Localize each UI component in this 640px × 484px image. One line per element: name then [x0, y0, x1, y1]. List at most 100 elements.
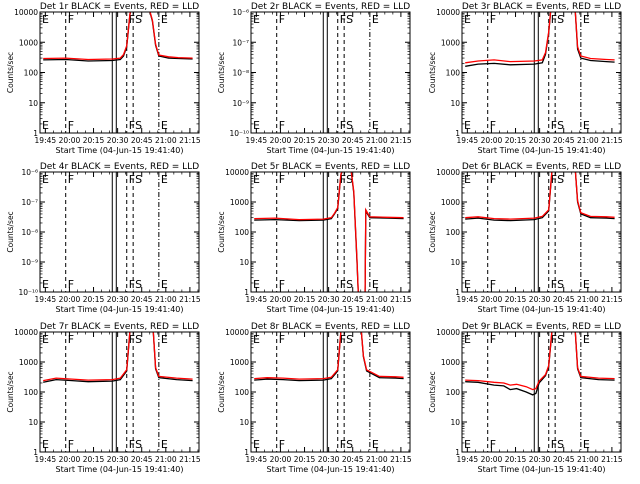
- event-marker-label-top: E: [42, 333, 49, 346]
- event-marker-label-top: E: [583, 13, 590, 26]
- x-tick-label: 20:45: [342, 136, 364, 145]
- x-tick-label: 20:15: [294, 136, 316, 145]
- event-marker-label-bottom: E: [372, 278, 379, 291]
- x-tick-label: 20:00: [481, 295, 503, 304]
- event-marker-label-bottom: S: [557, 119, 564, 132]
- event-marker-label-top: F: [340, 173, 346, 186]
- event-marker-label-top: F: [340, 333, 346, 346]
- x-tick-label: 20:15: [505, 455, 527, 464]
- y-tick-label: 10⁻⁸: [21, 228, 38, 237]
- y-tick-label: 10⁻⁷: [21, 198, 38, 207]
- event-marker-label-top: E: [42, 173, 49, 186]
- x-tick-label: 20:30: [107, 455, 129, 464]
- event-marker-label-top: E: [464, 173, 471, 186]
- event-marker-label-bottom: F: [279, 278, 285, 291]
- x-tick-label: 19:45: [457, 295, 479, 304]
- y-tick-label: 10000: [436, 8, 460, 17]
- x-tick-label: 20:30: [107, 295, 129, 304]
- event-marker-label-bottom: F: [279, 438, 285, 451]
- x-tick-label: 20:45: [553, 136, 575, 145]
- series-line: [254, 172, 404, 292]
- event-marker-label-bottom: F: [340, 278, 346, 291]
- x-tick-label: 20:30: [529, 455, 551, 464]
- y-tick-label: 100: [235, 388, 250, 397]
- y-tick-label: 1: [33, 129, 38, 138]
- x-tick-label: 21:15: [179, 136, 201, 145]
- panel-frame: [250, 171, 411, 293]
- y-tick-label: 1: [455, 448, 460, 457]
- event-marker-label-top: S: [557, 13, 564, 26]
- series-line: [465, 12, 615, 64]
- event-marker-label-bottom: F: [129, 278, 135, 291]
- panel-title: Det 2r BLACK = Events, RED = LLD: [251, 2, 410, 12]
- x-tick-label: 19:45: [35, 455, 57, 464]
- event-marker-label-top: S: [346, 173, 353, 186]
- x-tick-label: 21:15: [601, 295, 623, 304]
- event-marker-label-bottom: F: [551, 119, 557, 132]
- event-marker-label-bottom: S: [346, 119, 353, 132]
- x-tick-label: 20:15: [83, 136, 105, 145]
- x-tick-label: 20:30: [529, 295, 551, 304]
- event-marker-label-top: F: [129, 333, 135, 346]
- x-tick-label: 20:00: [59, 455, 81, 464]
- x-axis-label: Start Time (04-Jun-15 19:41:40): [56, 465, 184, 474]
- event-marker-label-bottom: E: [161, 438, 168, 451]
- y-tick-label: 10: [28, 99, 38, 108]
- x-tick-label: 20:45: [553, 295, 575, 304]
- panel-title: Det 6r BLACK = Events, RED = LLD: [462, 162, 621, 172]
- x-tick-label: 20:15: [505, 295, 527, 304]
- event-marker-label-top: S: [135, 13, 142, 26]
- y-tick-label: 1: [455, 288, 460, 297]
- x-tick-label: 20:15: [83, 455, 105, 464]
- x-tick-label: 20:00: [59, 295, 81, 304]
- event-marker-label-top: E: [372, 173, 379, 186]
- series-line: [254, 332, 404, 380]
- event-marker-label-bottom: F: [68, 119, 74, 132]
- y-tick-label: 10: [450, 418, 460, 427]
- y-tick-label: 10000: [436, 168, 460, 177]
- event-marker-label-bottom: F: [490, 278, 496, 291]
- event-marker-label-top: E: [464, 13, 471, 26]
- x-tick-label: 21:00: [155, 136, 177, 145]
- event-marker-label-top: E: [372, 13, 379, 26]
- event-marker-label-bottom: F: [279, 119, 285, 132]
- event-marker-label-top: E: [161, 173, 168, 186]
- x-tick-label: 20:00: [270, 295, 292, 304]
- series-line: [254, 332, 404, 382]
- event-marker-label-bottom: F: [129, 119, 135, 132]
- y-axis-label: Counts/sec: [428, 52, 437, 93]
- y-tick-label: 10⁻⁹: [21, 258, 38, 267]
- event-marker-label-bottom: E: [583, 438, 590, 451]
- y-tick-label: 10000: [14, 8, 38, 17]
- x-tick-label: 20:30: [318, 136, 340, 145]
- x-tick-label: 21:15: [601, 455, 623, 464]
- y-axis-label: Counts/sec: [6, 371, 15, 412]
- event-marker-label-bottom: E: [253, 278, 260, 291]
- y-tick-label: 10: [450, 99, 460, 108]
- event-marker-label-bottom: S: [346, 278, 353, 291]
- event-marker-label-top: F: [279, 333, 285, 346]
- y-axis-label: Counts/sec: [6, 211, 15, 252]
- y-tick-label: 10000: [14, 328, 38, 337]
- event-marker-label-top: E: [464, 333, 471, 346]
- y-tick-label: 10: [239, 258, 249, 267]
- x-tick-label: 20:30: [529, 136, 551, 145]
- y-tick-label: 100: [24, 69, 39, 78]
- panel-title: Det 1r BLACK = Events, RED = LLD: [40, 2, 199, 12]
- y-tick-label: 1000: [441, 358, 460, 367]
- y-tick-label: 1000: [441, 38, 460, 47]
- y-tick-label: 10⁻¹⁰: [18, 288, 38, 297]
- event-marker-label-top: E: [583, 173, 590, 186]
- x-axis-label: Start Time (04-Jun-15 19:41:40): [267, 465, 395, 474]
- event-marker-label-top: E: [583, 333, 590, 346]
- x-tick-label: 20:00: [481, 455, 503, 464]
- x-tick-label: 21:00: [366, 295, 388, 304]
- x-axis-label: Start Time (04-Jun-15 19:41:40): [478, 146, 606, 155]
- panel-det-1: Det 1r BLACK = Events, RED = LLD 1 10 100 10…: [6, 2, 201, 155]
- event-marker-label-top: F: [129, 13, 135, 26]
- event-marker-label-bottom: E: [464, 278, 471, 291]
- panel-frame: [39, 11, 200, 134]
- event-marker-label-bottom: F: [340, 438, 346, 451]
- x-tick-label: 19:45: [246, 295, 268, 304]
- event-marker-label-bottom: F: [551, 438, 557, 451]
